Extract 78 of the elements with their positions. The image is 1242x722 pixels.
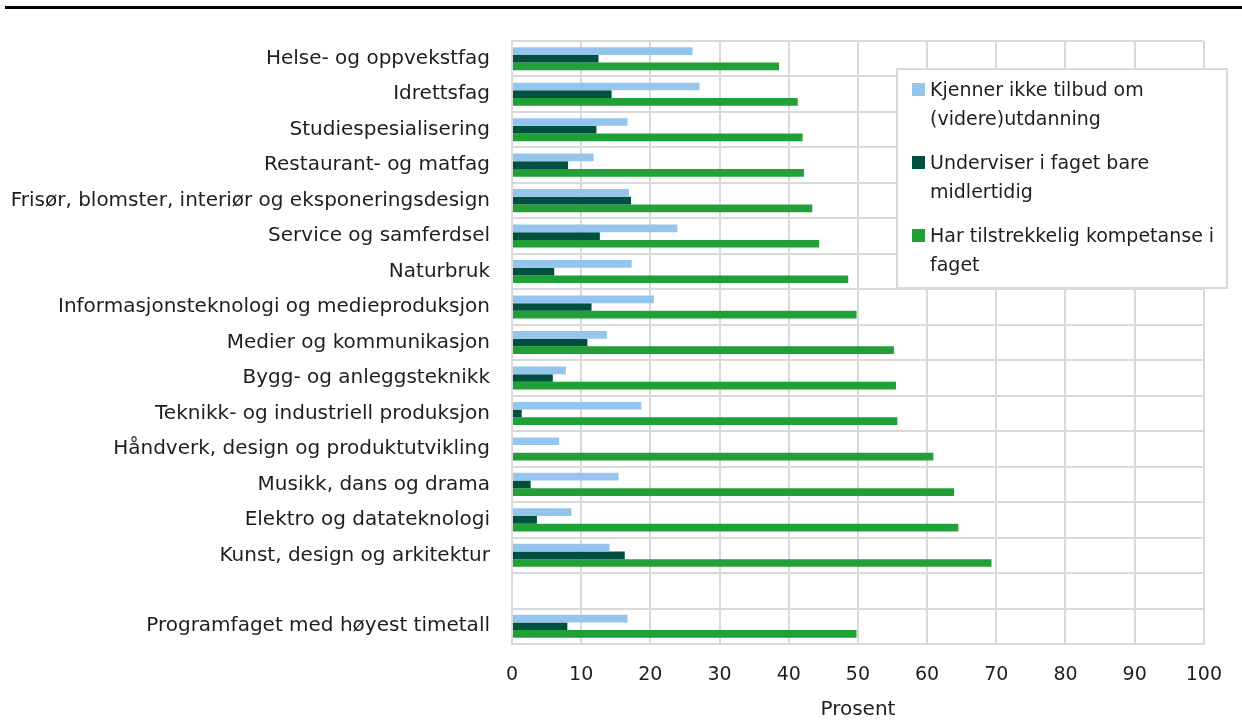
bar [513,559,992,567]
bar [513,437,560,446]
x-tick-label: 90 [1122,662,1147,685]
bar [513,366,566,375]
x-tick-label: 10 [569,662,594,685]
bar [513,622,568,631]
bar [513,374,553,382]
y-tick-label: Programfaget med høyest timetall [146,612,490,637]
bar [513,260,632,268]
bar [513,338,588,347]
y-tick-label: Teknikk- og industriell produksjon [154,399,490,424]
bar [513,614,628,623]
bar [513,267,555,276]
bar [513,98,798,106]
bar [513,346,894,355]
y-tick-label: Idrettsfag [393,80,490,105]
bar [513,452,934,461]
y-tick-label: Medier og kommunikasjon [226,328,490,353]
bar [513,523,959,532]
bar [513,189,629,197]
y-tick-label: Kunst, design og arkitektur [219,541,491,566]
y-tick-label: Naturbruk [388,257,491,282]
bar [513,543,610,552]
bar [513,47,693,55]
x-axis-title: Prosent [820,696,896,721]
bar [513,295,654,304]
bar [513,168,804,177]
bar [513,480,531,489]
x-tick-label: 70 [984,662,1009,685]
y-tick-label: Studiespesialisering [289,115,490,140]
y-tick-label: Helse- og oppvekstfag [265,44,490,69]
bar [513,133,803,142]
bar [513,62,780,71]
bar [513,551,625,560]
bar [513,232,600,240]
legend-label: Har tilstrekkelig kompetanse i faget [930,223,1216,277]
y-tick-label: Informasjonsteknologi og medieproduksjon [57,293,490,318]
x-tick-label: 20 [638,662,663,685]
bar [513,275,849,284]
x-tick-label: 80 [1053,662,1078,685]
x-tick-label: 0 [505,662,519,685]
bar [513,118,628,126]
bar [513,54,599,63]
x-tick-label: 40 [776,662,801,685]
bar [513,82,700,91]
y-tick-label: Musikk, dans og drama [257,470,490,495]
bar [513,303,592,311]
bar [513,330,607,339]
y-tick-label: Service og samferdsel [268,222,490,247]
bar [513,153,594,162]
bar [513,90,612,99]
bar [513,204,813,213]
bar [513,196,631,205]
x-tick-label: 60 [915,662,940,685]
bar [513,161,569,169]
y-tick-label: Håndverk, design og produktutvikling [113,435,490,460]
bar [513,125,597,134]
bar [513,409,522,418]
x-tick-label: 30 [707,662,732,685]
x-tick-label: 50 [845,662,871,685]
legend-label: Underviser i faget bare midlertidig [930,150,1151,204]
bar [513,630,857,638]
y-tick-label: Bygg- og anleggsteknikk [242,364,491,389]
bar [513,310,857,319]
bar [513,472,619,481]
bar [513,508,572,517]
x-tick-label: 100 [1185,662,1222,685]
bar [513,488,955,496]
y-tick-label: Restaurant- og matfag [264,151,490,176]
bar [513,417,898,425]
bar [513,224,678,233]
bar [513,401,642,410]
y-tick-label: Frisør, blomster, interiør og eksponeringsdesign [10,186,490,211]
legend-label: Kjenner ikke tilbud om (videre)utdanning [930,77,1145,131]
bar [513,381,896,390]
bar [513,516,537,524]
bar [513,239,820,248]
y-tick-label: Elektro og datateknologi [244,506,490,531]
